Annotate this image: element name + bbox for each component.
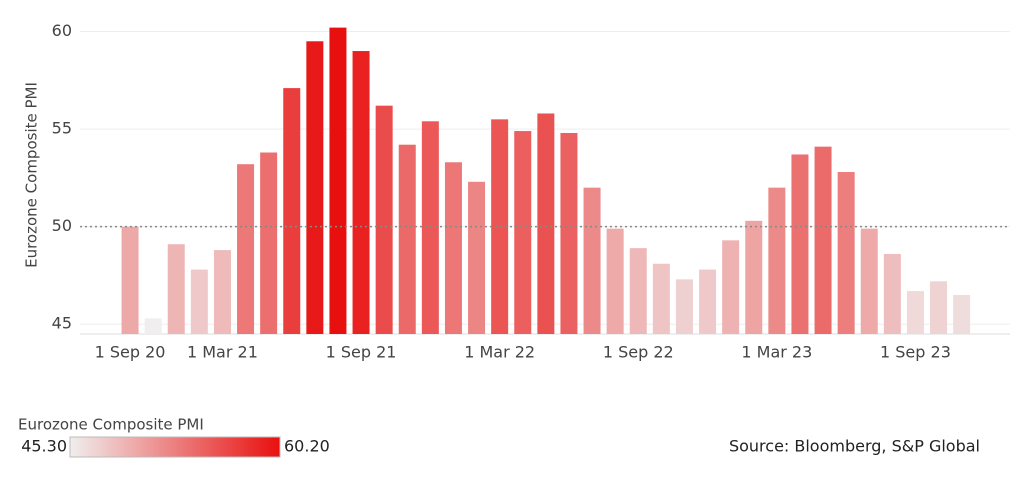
- bar: [675, 279, 693, 334]
- bar: [444, 162, 462, 334]
- bar: [468, 181, 486, 334]
- bar: [398, 144, 416, 334]
- x-tick-label: 1 Mar 22: [464, 343, 535, 362]
- y-tick-label: 55: [52, 119, 72, 138]
- y-tick-label: 50: [52, 216, 72, 235]
- bar: [329, 27, 347, 334]
- legend-title: Eurozone Composite PMI: [18, 416, 204, 434]
- bar: [514, 131, 532, 334]
- bar: [953, 294, 971, 334]
- bar: [144, 318, 162, 334]
- bar: [883, 253, 901, 334]
- bar: [699, 269, 717, 334]
- bar: [791, 154, 809, 334]
- y-tick-label: 60: [52, 21, 72, 40]
- bar: [906, 291, 924, 334]
- bar: [121, 226, 139, 334]
- bar: [860, 228, 878, 334]
- bar: [421, 121, 439, 334]
- bar: [745, 220, 763, 334]
- bar: [652, 263, 670, 334]
- bar: [537, 113, 555, 334]
- bar: [814, 146, 832, 334]
- bar: [837, 172, 855, 334]
- bar: [190, 269, 208, 334]
- y-axis-label: Eurozone Composite PMI: [23, 82, 41, 268]
- x-tick-label: 1 Sep 23: [880, 343, 951, 362]
- bar: [768, 187, 786, 334]
- bar: [560, 132, 578, 334]
- bar: [583, 187, 601, 334]
- bar: [375, 105, 393, 334]
- bar: [930, 281, 948, 334]
- legend-max: 60.20: [284, 437, 330, 456]
- bar: [306, 41, 324, 334]
- bar: [629, 248, 647, 334]
- source: Source: Bloomberg, S&P Global: [729, 437, 980, 456]
- bar: [283, 88, 301, 334]
- legend-min: 45.30: [21, 437, 67, 456]
- bar: [606, 228, 624, 334]
- x-tick-label: 1 Mar 23: [741, 343, 812, 362]
- bar: [237, 164, 255, 334]
- y-tick-label: 45: [52, 314, 72, 333]
- bar: [260, 152, 278, 334]
- bar: [722, 240, 740, 334]
- bar: [213, 250, 231, 334]
- x-tick-label: 1 Mar 21: [187, 343, 258, 362]
- x-tick-label: 1 Sep 21: [326, 343, 397, 362]
- bar: [167, 244, 185, 334]
- bar: [491, 119, 509, 334]
- color-scale: [69, 436, 281, 458]
- x-tick-label: 1 Sep 22: [603, 343, 674, 362]
- x-tick-label: 1 Sep 20: [95, 343, 166, 362]
- bar: [352, 51, 370, 334]
